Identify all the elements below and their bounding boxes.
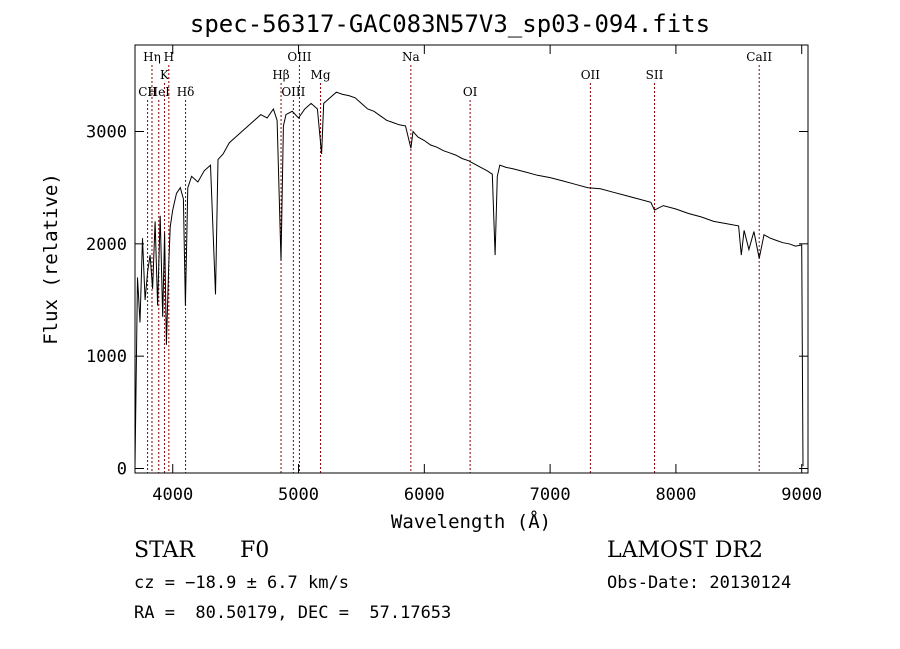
- survey-name: LAMOST DR2: [607, 538, 763, 563]
- y-axis-label: Flux (relative): [40, 173, 62, 345]
- spectral-line-label: OII: [581, 68, 601, 82]
- x-tick-label: 9000: [781, 485, 822, 505]
- redshift-text: cz = −18.9 ± 6.7 km/s: [134, 573, 349, 593]
- spectral-line-label: OI: [463, 85, 478, 99]
- observation-date: Obs-Date: 20130124: [607, 573, 792, 593]
- spectral-line-label: Na: [402, 50, 420, 64]
- coordinates-text: RA = 80.50179, DEC = 57.17653: [134, 603, 452, 623]
- y-tick-label: 3000: [86, 122, 127, 142]
- x-tick-label: 6000: [404, 485, 445, 505]
- plot-frame: [134, 44, 809, 474]
- object-subclass: F0: [240, 538, 270, 563]
- x-axis-label: Wavelength (Å): [391, 510, 551, 533]
- spectral-line-label: OIII: [281, 85, 305, 99]
- spectral-line-label: Hη: [143, 50, 161, 64]
- x-tick-label: 4000: [152, 485, 193, 505]
- chart-title: spec-56317-GAC083N57V3_sp03-094.fits: [189, 10, 711, 38]
- spectral-line-label: SII: [646, 68, 664, 82]
- spectral-line-label: HeI: [148, 85, 171, 99]
- spectral-line-label: Hβ: [272, 68, 289, 82]
- spectral-line-label: K: [160, 68, 170, 82]
- spectral-line-label: Mg: [311, 68, 331, 82]
- x-tick-label: 7000: [530, 485, 571, 505]
- object-class: STAR: [134, 538, 195, 563]
- x-tick-label: 5000: [278, 485, 319, 505]
- y-tick-label: 1000: [86, 347, 127, 367]
- y-tick-label: 2000: [86, 235, 127, 255]
- y-tick-label: 0: [117, 460, 127, 480]
- axis-ticks: 4000 5000 6000 7000 8000 9000 0 1000 2000 3000: [86, 45, 822, 505]
- spectral-line-label: OIII: [287, 50, 311, 64]
- spectral-line-label: H: [164, 50, 174, 64]
- spectral-line-label: CaII: [746, 50, 772, 64]
- spectral-line-label: Hδ: [177, 85, 195, 99]
- spectral-line-label: CII: [138, 85, 157, 99]
- x-tick-label: 8000: [655, 485, 696, 505]
- spectrum-line: [134, 91, 804, 467]
